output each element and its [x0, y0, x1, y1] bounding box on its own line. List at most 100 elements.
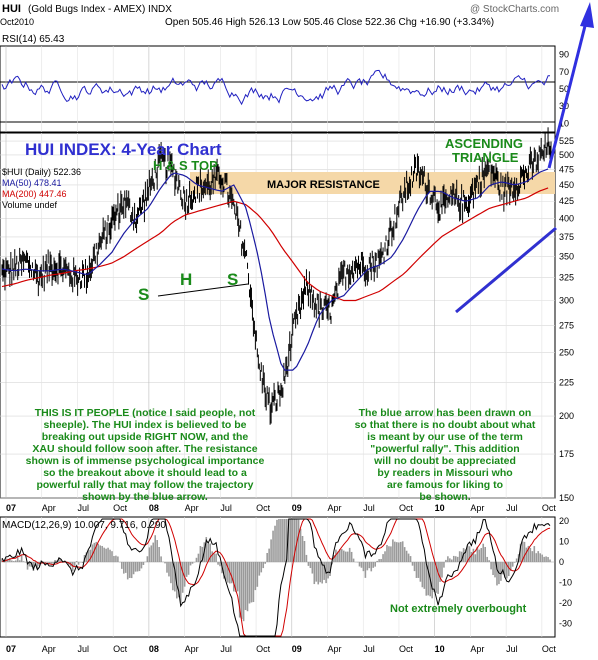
rsi-label: RSI(14) 65.43 [2, 34, 65, 45]
rsi-tick-label: 90 [559, 50, 569, 60]
major-resistance-label: MAJOR RESISTANCE [267, 179, 380, 191]
legend-volume: Volume undef [2, 200, 58, 210]
note-line: so that there is no doubt about what [355, 419, 536, 431]
note-line: THIS IS IT PEOPLE (notice I said people,… [35, 407, 256, 419]
date-tick-label: 08 [149, 503, 159, 513]
macd-tick-label: -30 [559, 619, 572, 629]
hs-left-shoulder: S [138, 285, 149, 304]
rsi-tick-label: 10 [559, 118, 569, 128]
date-tick-label: Apr [185, 503, 199, 513]
date-tick-label: 08 [149, 644, 159, 654]
macd-note: Not extremely overbought [390, 603, 527, 615]
date-tick-label: 09 [292, 644, 302, 654]
hs-head: H [180, 270, 192, 289]
watermark: @ StockCharts.com [470, 4, 559, 15]
price-tick-label: 150 [559, 493, 574, 503]
note-line: The blue arrow has been drawn on [359, 407, 532, 419]
asc-triangle-label-2: TRIANGLE [452, 150, 519, 165]
macd-tick-label: 10 [559, 537, 569, 547]
header-description: (Gold Bugs Index - AMEX) INDX [28, 4, 172, 15]
date-tick-label: Jul [77, 503, 89, 513]
price-tick-label: 325 [559, 273, 574, 283]
price-tick-label: 300 [559, 295, 574, 305]
note-line: is meant by our use of the term [367, 431, 523, 443]
note-line: be shown. [419, 491, 470, 503]
date-tick-label: 07 [6, 644, 16, 654]
macd-tick-label: 20 [559, 516, 569, 526]
price-tick-label: 475 [559, 165, 574, 175]
legend-ma50: MA(50) 478.41 [2, 178, 62, 188]
date-tick-label: Jul [220, 503, 232, 513]
header-date: Oct2010 [0, 17, 34, 27]
date-tick-label: Oct [399, 644, 414, 654]
note-line: shown by the blue arrow. [82, 491, 208, 503]
price-tick-label: 275 [559, 320, 574, 330]
legend-ma200: MA(200) 447.46 [2, 189, 67, 199]
date-tick-label: Jul [77, 644, 89, 654]
date-tick-label: Apr [42, 644, 56, 654]
hs-top-label: H & S TOP [153, 158, 218, 173]
note-line: breaking out upside RIGHT NOW, and the [42, 431, 249, 443]
note-line: XAU should follow soon after. The resist… [32, 443, 257, 455]
macd-tick-label: -10 [559, 578, 572, 588]
macd-axis: 20 10 0 -10 -20 -30 [559, 516, 572, 629]
header-symbol: HUI [2, 3, 21, 15]
macd-label: MACD(12,26,9) 10.007, 9.716, 0.290 [2, 520, 166, 531]
macd-signal-line [2, 518, 551, 637]
date-tick-label: 07 [6, 503, 16, 513]
price-tick-label: 225 [559, 377, 574, 387]
date-tick-label: Oct [256, 644, 271, 654]
date-tick-label: Apr [42, 503, 56, 513]
note-line: "powerful rally". This addition [370, 443, 519, 455]
note-line: shown is of immense psychological import… [26, 455, 265, 467]
ma50-line [1, 168, 549, 371]
triangle-support-line [455, 226, 557, 314]
price-tick-label: 175 [559, 449, 574, 459]
date-tick-label: Jul [363, 503, 375, 513]
macd-tick-label: -20 [559, 598, 572, 608]
hs-right-shoulder: S [227, 270, 238, 289]
rsi-grid [5, 46, 543, 132]
chart-title: HUI INDEX: 4-Year Chart [25, 140, 222, 159]
date-tick-label: Jul [363, 644, 375, 654]
note-line: by readers in Missouri who [377, 467, 512, 479]
date-tick-label: Jul [220, 644, 232, 654]
left-note: THIS IS IT PEOPLE (notice I said people,… [26, 407, 265, 503]
price-tick-label: 250 [559, 347, 574, 357]
date-tick-label: Apr [328, 503, 342, 513]
macd-tick-label: 0 [559, 557, 564, 567]
date-tick-label: Oct [113, 644, 128, 654]
date-tick-label: Jul [506, 644, 518, 654]
date-tick-label: Apr [328, 644, 342, 654]
price-tick-label: 500 [559, 150, 574, 160]
resistance-band [190, 172, 555, 194]
price-tick-label: 450 [559, 180, 574, 190]
date-tick-label: 10 [435, 503, 445, 513]
date-tick-label: Oct [256, 503, 271, 513]
macd-line [1, 518, 551, 637]
date-tick-label: Oct [542, 503, 557, 513]
date-tick-label: Oct [113, 503, 128, 513]
date-tick-label: 10 [435, 644, 445, 654]
date-tick-label: Oct [399, 503, 414, 513]
rsi-panel [0, 45, 556, 133]
macd-histogram [1, 519, 551, 622]
note-line: are famous for liking to [387, 479, 503, 491]
price-tick-label: 375 [559, 232, 574, 242]
note-line: sheeple). The HUI index is believed to b… [43, 419, 246, 431]
date-tick-label: Oct [542, 644, 557, 654]
price-tick-label: 350 [559, 252, 574, 262]
date-axis-bottom: 07 Apr Jul Oct 08 Apr Jul Oct 09 Apr Jul Oct 10 Apr Ju… [6, 644, 556, 654]
hs-neckline [157, 283, 249, 297]
note-line: so the breakout above it should lead to … [43, 467, 247, 479]
price-tick-label: 200 [559, 411, 574, 421]
legend-hui: $HUI (Daily) 522.36 [2, 167, 81, 177]
ma200-line [1, 187, 549, 302]
price-tick-label: 400 [559, 214, 574, 224]
asc-triangle-label-1: ASCENDING [445, 136, 523, 151]
date-tick-label: 09 [292, 503, 302, 513]
note-line: powerful rally that may follow the traje… [36, 479, 253, 491]
rsi-tick-label: 50 [559, 84, 569, 94]
